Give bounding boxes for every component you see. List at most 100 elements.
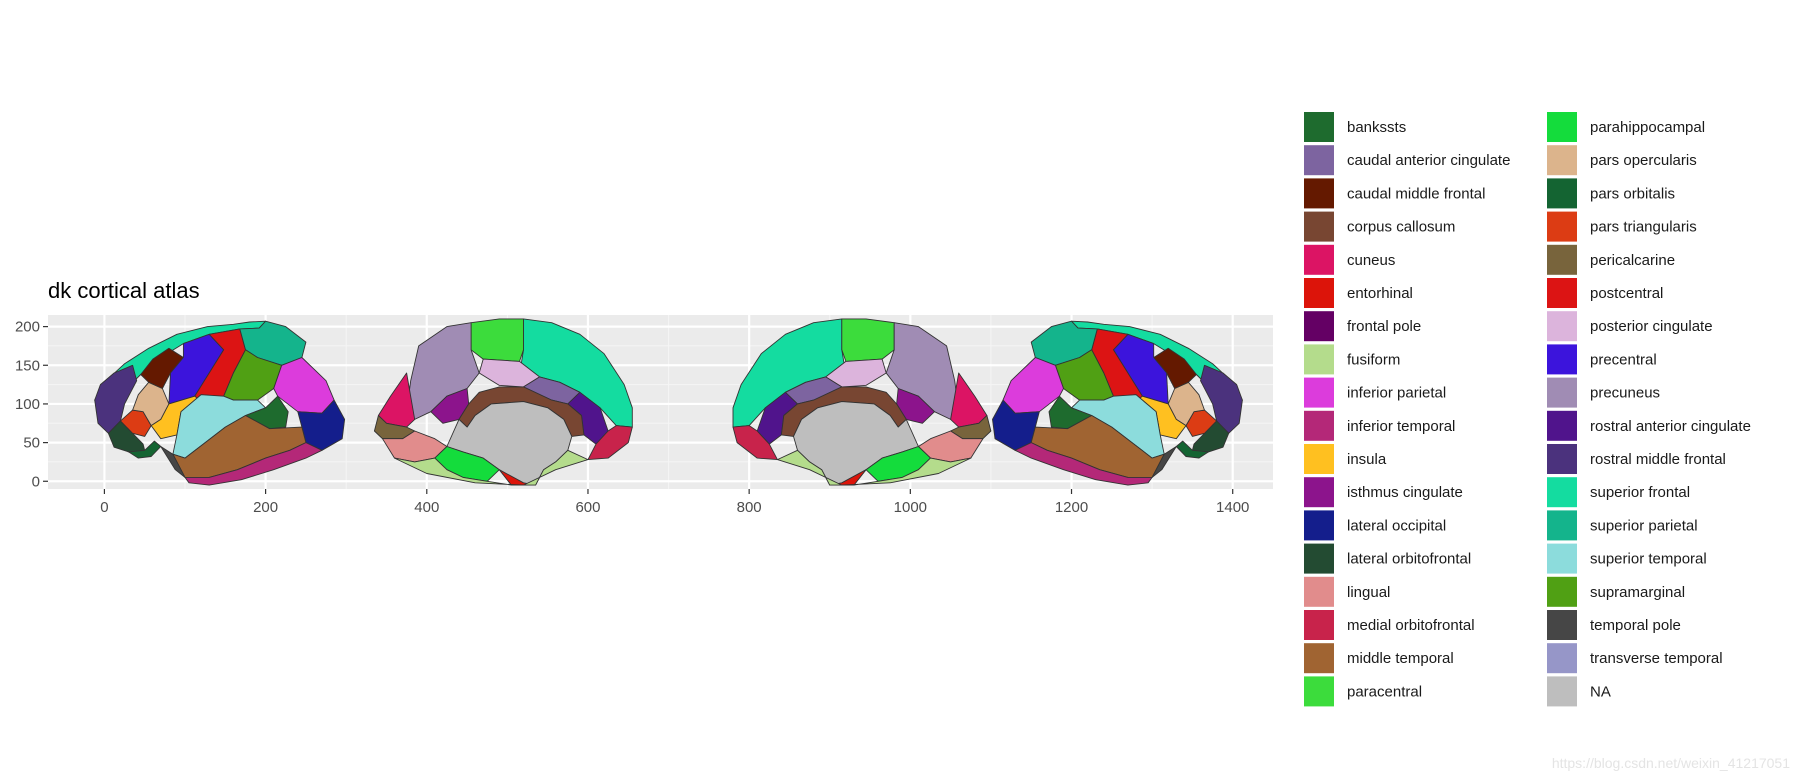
legend-label: precuneus bbox=[1590, 385, 1660, 402]
legend-swatch bbox=[1547, 643, 1577, 674]
legend-label: fusiform bbox=[1347, 351, 1400, 368]
legend-swatch bbox=[1304, 410, 1334, 441]
legend-label: entorhinal bbox=[1347, 285, 1413, 302]
legend-swatch bbox=[1304, 610, 1334, 640]
y-tick-label: 50 bbox=[23, 435, 40, 452]
legend-label: frontal pole bbox=[1347, 318, 1421, 335]
legend-label: superior frontal bbox=[1590, 484, 1690, 501]
legend-label: isthmus cingulate bbox=[1347, 484, 1463, 501]
legend-label: pars opercularis bbox=[1590, 152, 1697, 169]
brain-views: superior frontalrostral middle frontalla… bbox=[94, 318, 1243, 486]
region-paracentral: paracentral bbox=[470, 318, 524, 362]
region-medial-orbitofrontal: medial orbitofrontal bbox=[732, 425, 778, 461]
legend-label: pericalcarine bbox=[1590, 252, 1675, 269]
legend-swatch bbox=[1547, 377, 1577, 408]
legend-swatch bbox=[1304, 510, 1334, 541]
x-tick-label: 200 bbox=[253, 499, 278, 516]
legend-label: caudal anterior cingulate bbox=[1347, 152, 1510, 169]
legend-swatch bbox=[1304, 477, 1334, 508]
legend-swatch bbox=[1547, 543, 1577, 574]
region-temporal-pole: temporal pole bbox=[160, 446, 186, 478]
legend-swatch bbox=[1547, 576, 1577, 607]
legend-label: lingual bbox=[1347, 584, 1390, 601]
legend-label: NA bbox=[1590, 683, 1611, 700]
legend-swatch bbox=[1547, 444, 1577, 474]
x-tick-label: 1200 bbox=[1055, 499, 1088, 516]
legend-swatch bbox=[1304, 278, 1334, 308]
legend-label: paracentral bbox=[1347, 683, 1422, 700]
y-tick-label: 200 bbox=[15, 319, 40, 336]
region-inferior-temporal: inferior temporal bbox=[184, 442, 323, 486]
legend-label: pars orbitalis bbox=[1590, 185, 1675, 202]
legend-swatch bbox=[1547, 244, 1577, 275]
region-fusiform: fusiform bbox=[394, 449, 589, 486]
legend-label: medial orbitofrontal bbox=[1347, 617, 1475, 634]
region-paracentral: paracentral bbox=[841, 318, 895, 362]
x-tick-label: 1400 bbox=[1216, 499, 1249, 516]
brain-view: superior frontalrostral middle frontalla… bbox=[992, 320, 1243, 486]
legend-label: temporal pole bbox=[1590, 617, 1681, 634]
legend: bankssts caudal anterior cingulate caudal … bbox=[1304, 112, 1751, 707]
region-rostral-middle-frontal: rostral middle frontal bbox=[1200, 364, 1243, 434]
legend-swatch bbox=[1304, 444, 1334, 474]
region-medial-orbitofrontal: medial orbitofrontal bbox=[587, 425, 633, 461]
legend-label: middle temporal bbox=[1347, 650, 1454, 667]
legend-label: inferior temporal bbox=[1347, 418, 1455, 435]
legend-swatch bbox=[1547, 278, 1577, 308]
legend-label: caudal middle frontal bbox=[1347, 185, 1485, 202]
legend-swatch bbox=[1547, 344, 1577, 375]
legend-label: cuneus bbox=[1347, 252, 1395, 269]
legend-swatch bbox=[1304, 311, 1334, 342]
legend-label: parahippocampal bbox=[1590, 119, 1705, 136]
plot-title: dk cortical atlas bbox=[48, 278, 200, 303]
region-rostral-middle-frontal: rostral middle frontal bbox=[94, 364, 138, 434]
region-temporal-pole: temporal pole bbox=[1151, 446, 1177, 478]
y-axis: 0 50 100 150 200 bbox=[15, 319, 48, 490]
legend-label: precentral bbox=[1590, 351, 1657, 368]
brain-view: superior frontalrostral middle frontalla… bbox=[94, 320, 346, 486]
y-tick-label: 100 bbox=[15, 396, 40, 413]
legend-swatch bbox=[1547, 112, 1577, 142]
legend-swatch bbox=[1304, 344, 1334, 375]
region-inferior-temporal: inferior temporal bbox=[1014, 442, 1153, 486]
legend-swatch bbox=[1547, 510, 1577, 541]
y-tick-label: 0 bbox=[32, 473, 40, 490]
legend-label: inferior parietal bbox=[1347, 385, 1446, 402]
legend-swatch bbox=[1547, 211, 1577, 242]
legend-swatch bbox=[1304, 178, 1334, 209]
legend-label: lateral orbitofrontal bbox=[1347, 551, 1471, 568]
x-tick-label: 400 bbox=[414, 499, 439, 516]
legend-label: corpus callosum bbox=[1347, 219, 1455, 236]
watermark: https://blog.csdn.net/weixin_41217051 bbox=[1552, 755, 1790, 771]
legend-label: supramarginal bbox=[1590, 584, 1685, 601]
legend-swatch bbox=[1304, 244, 1334, 275]
brain-view: superior frontalparacentralprecuneuscune… bbox=[373, 318, 633, 486]
x-tick-label: 0 bbox=[100, 499, 108, 516]
legend-swatch bbox=[1547, 676, 1577, 707]
brain-view: superior frontalparacentralprecuneuscune… bbox=[732, 318, 992, 486]
legend-swatch bbox=[1304, 377, 1334, 408]
legend-swatch bbox=[1304, 211, 1334, 242]
legend-swatch bbox=[1304, 676, 1334, 707]
legend-swatch bbox=[1304, 543, 1334, 574]
x-tick-label: 600 bbox=[575, 499, 600, 516]
legend-label: posterior cingulate bbox=[1590, 318, 1713, 335]
legend-label: transverse temporal bbox=[1590, 650, 1723, 667]
legend-label: superior temporal bbox=[1590, 551, 1707, 568]
legend-swatch bbox=[1547, 178, 1577, 209]
legend-swatch bbox=[1547, 410, 1577, 441]
y-tick-label: 150 bbox=[15, 357, 40, 374]
legend-swatch bbox=[1304, 576, 1334, 607]
x-axis: 0 200 400 600 800 1000 1200 1400 bbox=[100, 489, 1249, 516]
x-tick-label: 1000 bbox=[894, 499, 927, 516]
region-fusiform: fusiform bbox=[776, 449, 972, 486]
legend-label: lateral occipital bbox=[1347, 517, 1446, 534]
legend-label: postcentral bbox=[1590, 285, 1663, 302]
legend-swatch bbox=[1304, 112, 1334, 142]
legend-swatch bbox=[1304, 643, 1334, 674]
legend-label: bankssts bbox=[1347, 119, 1406, 136]
legend-label: pars triangularis bbox=[1590, 219, 1697, 236]
legend-label: rostral middle frontal bbox=[1590, 451, 1726, 468]
legend-label: superior parietal bbox=[1590, 517, 1698, 534]
legend-swatch bbox=[1547, 145, 1577, 176]
